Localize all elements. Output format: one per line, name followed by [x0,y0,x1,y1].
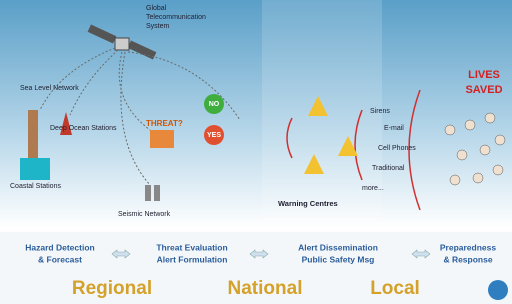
outcome-label: LIVES [468,69,500,81]
channel: E-mail [384,125,404,132]
outcome-label: SAVED [465,84,502,96]
stage-label: Alert Formulation [157,254,228,264]
station [20,158,50,180]
satellite-label: System [146,23,170,30]
logo [488,280,508,300]
channel: Sirens [370,108,390,115]
tower [28,110,38,165]
channel: more... [362,185,384,192]
sensor-label: Coastal Stations [10,183,61,190]
threat-box [150,130,174,148]
seismometer [145,185,151,201]
stage-label: Threat Evaluation [156,242,227,252]
stage-label: & Forecast [38,254,82,264]
channel: Traditional [372,165,405,172]
seismometer [154,185,160,201]
stage-label: Hazard Detection [25,242,94,252]
sensor-label: Sea Level Network [20,85,79,92]
stage-label: & Response [443,254,492,264]
diagram: Global Telecommunication System Sea Leve… [0,0,512,304]
centres-label: Warning Centres [278,199,338,208]
stage-label: Alert Dissemination [298,242,378,252]
channel: Cell Phones [378,145,416,152]
yes-label: YES [207,132,221,139]
decision-label: THREAT? [146,119,183,128]
level-label: National [228,278,303,299]
stage-label: Preparedness [440,242,496,252]
level-label: Regional [72,278,152,299]
sensor-label: Seismic Network [118,211,171,218]
stage-label: Public Safety Msg [302,254,375,264]
level-label: Local [370,278,420,299]
no-label: NO [209,101,220,108]
sensor-label: Deep Ocean Stations [50,125,117,132]
satellite-label: Global [146,5,167,12]
satellite-label: Telecommunication [146,14,206,21]
